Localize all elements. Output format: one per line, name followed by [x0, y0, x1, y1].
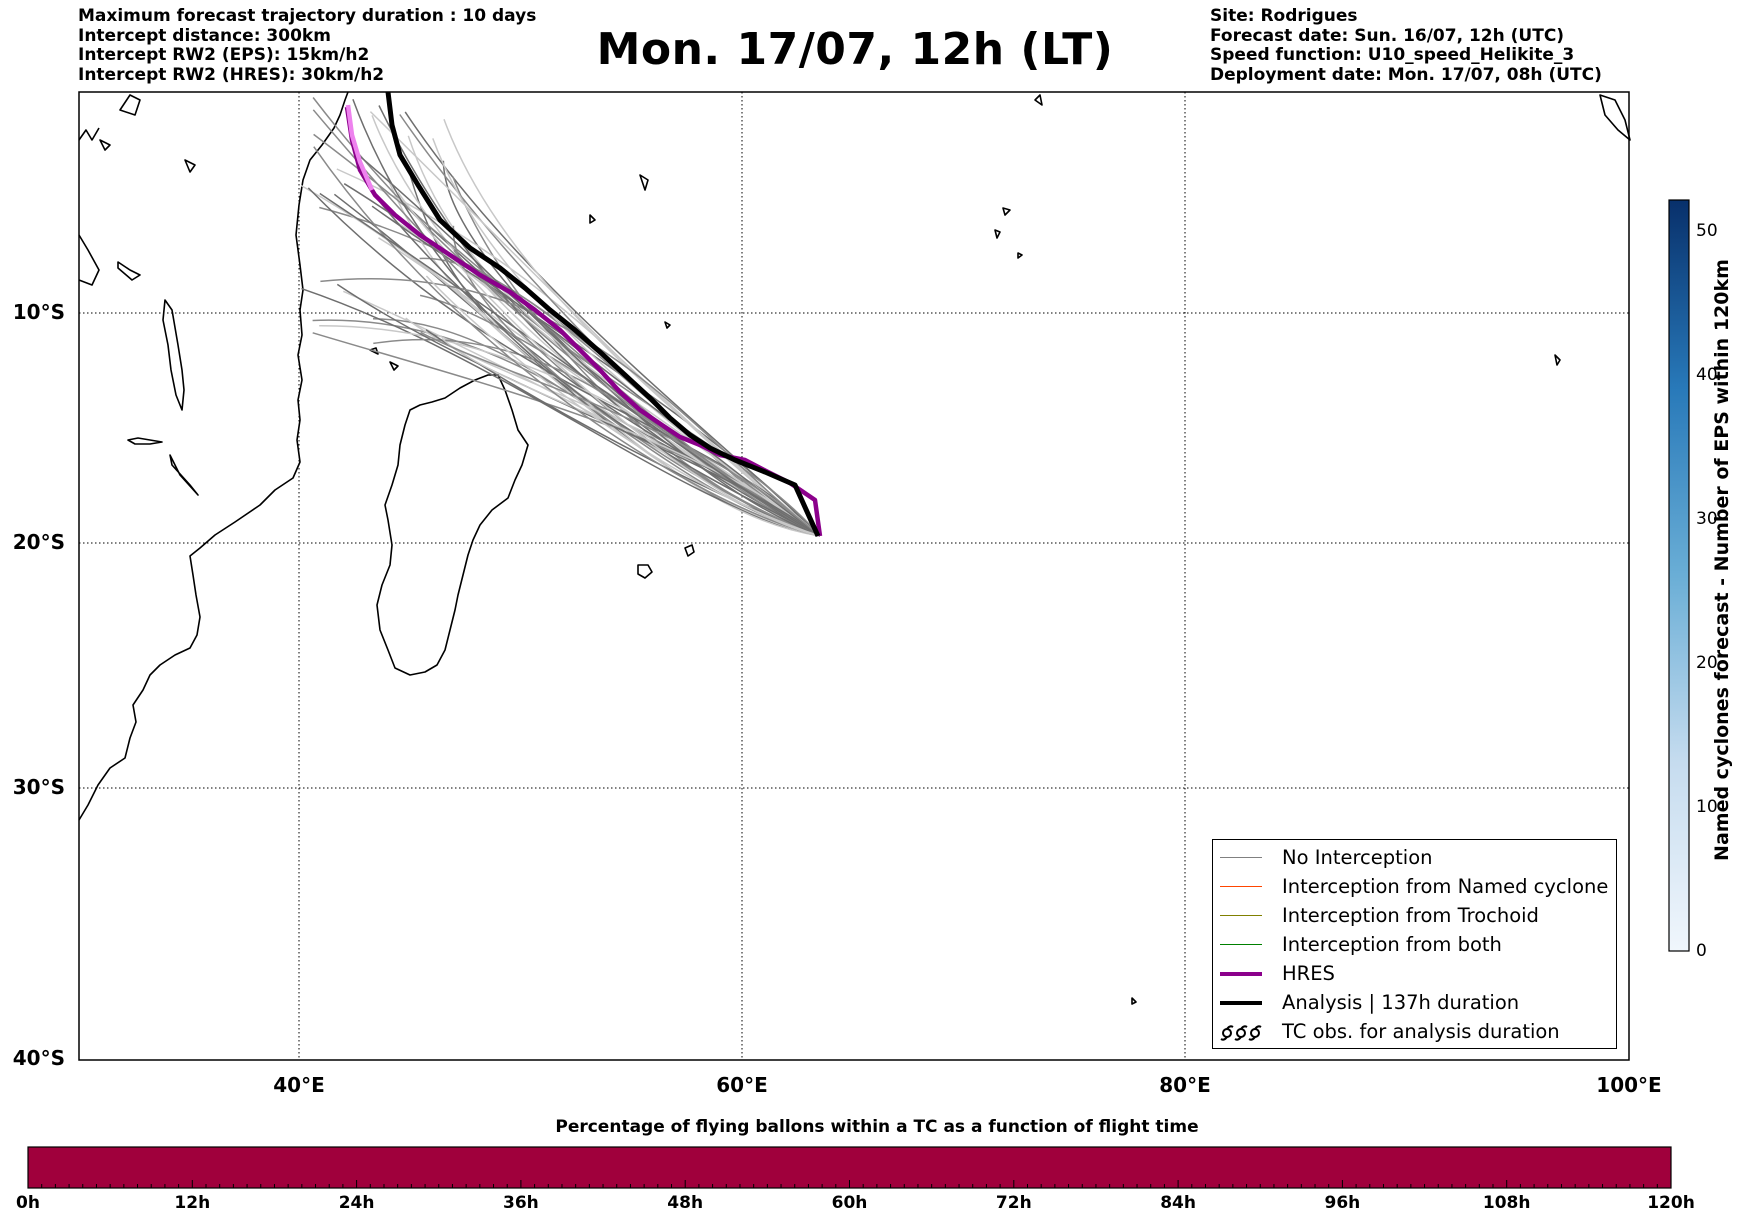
hres-track-early	[345, 104, 375, 191]
legend-label: Interception from Trochoid	[1282, 904, 1539, 927]
ensemble-track	[404, 111, 821, 537]
legend-line-olive	[1220, 915, 1262, 916]
coastlines	[78, 91, 1631, 1005]
map-title: Mon. 17/07, 12h (LT)	[596, 24, 1114, 75]
legend-label: No Interception	[1282, 846, 1433, 869]
colorbar-label: Named cyclones forecast - Number of EPS …	[1711, 259, 1733, 861]
legend-line-gray	[1220, 857, 1262, 858]
ensemble-track	[312, 109, 821, 537]
timebar-tick-label: 120h	[1647, 1193, 1695, 1213]
legend-item-both: Interception from both	[1213, 930, 1616, 959]
legend-item-named-cyclone: Interception from Named cyclone	[1213, 872, 1616, 901]
ensemble-track	[378, 105, 821, 537]
timebar-tick-label: 12h	[174, 1193, 211, 1213]
ensemble-track	[396, 191, 821, 537]
legend-label: HRES	[1282, 962, 1335, 985]
ensemble-track	[320, 278, 821, 537]
forecast-date-text: Forecast date: Sun. 16/07, 12h (UTC)	[1210, 25, 1565, 46]
ensemble-track	[407, 135, 821, 537]
intercept-hres-text: Intercept RW2 (HRES): 30km/h2	[78, 64, 385, 85]
legend-label: TC obs. for analysis duration	[1282, 1020, 1560, 1043]
legend-line-black	[1220, 1000, 1262, 1005]
timebar-tick-label: 36h	[503, 1193, 539, 1213]
ensemble-track	[369, 111, 821, 537]
intercept-distance-text: Intercept distance: 300km	[78, 25, 331, 46]
ensemble-track	[414, 257, 821, 537]
eps-colorbar	[1668, 199, 1690, 952]
africa-coastline	[78, 91, 349, 821]
ensemble-track	[313, 146, 821, 537]
ensemble-track	[312, 332, 821, 537]
colorbar-tick-40: 40	[1696, 365, 1718, 385]
timebar-tick-label: 84h	[1160, 1193, 1196, 1213]
analysis-track	[385, 91, 821, 538]
colorbar-tick-50: 50	[1696, 221, 1718, 241]
lon-label-100e: 100°E	[1596, 1073, 1662, 1097]
legend-item-tc-obs: TC obs. for analysis duration	[1213, 1017, 1616, 1046]
ensemble-track	[352, 98, 821, 537]
ensemble-track	[336, 283, 821, 537]
legend-item-hres: HRES	[1213, 959, 1616, 988]
legend-line-orange	[1220, 886, 1262, 887]
colorbar-tick-30: 30	[1696, 509, 1718, 529]
legend-line-green	[1220, 944, 1262, 945]
site-text: Site: Rodrigues	[1210, 6, 1358, 26]
ensemble-track	[399, 114, 821, 537]
map-frame	[78, 91, 1630, 1061]
legend-label: Interception from both	[1282, 933, 1502, 956]
timebar-title: Percentage of flying ballons within a TC…	[555, 1117, 1199, 1137]
ensemble-track	[319, 324, 821, 537]
timebar-tick-label: 48h	[667, 1193, 704, 1213]
deployment-date-text: Deployment date: Mon. 17/07, 08h (UTC)	[1210, 64, 1602, 85]
colorbar-tick-0: 0	[1696, 941, 1707, 961]
timebar-tick-label: 0h	[16, 1193, 40, 1213]
timebar-tick-label: 96h	[1324, 1193, 1361, 1213]
ensemble-track	[319, 192, 821, 537]
timebar-tick-label: 24h	[338, 1193, 375, 1213]
header-right-info: Site: Rodrigues Forecast date: Sun. 16/0…	[1210, 6, 1602, 85]
lon-label-40e: 40°E	[273, 1073, 325, 1097]
ensemble-track	[441, 337, 821, 537]
timebar-tick-label: 60h	[831, 1193, 868, 1213]
hres-track	[344, 106, 823, 537]
lat-label-30s: 30°S	[12, 775, 65, 799]
legend-item-trochoid: Interception from Trochoid	[1213, 901, 1616, 930]
timebar-tick-label: 108h	[1482, 1193, 1531, 1213]
legend-item-no-interception: No Interception	[1213, 843, 1616, 872]
speed-function-text: Speed function: U10_speed_Helikite_3	[1210, 45, 1575, 65]
lon-label-60e: 60°E	[716, 1073, 768, 1097]
legend-label: Interception from Named cyclone	[1282, 875, 1609, 898]
lon-label-80e: 80°E	[1159, 1073, 1211, 1097]
flight-time-bar	[27, 1146, 1672, 1189]
colorbar-tick-20: 20	[1696, 653, 1718, 673]
cyclone-symbol-icon	[1220, 1024, 1262, 1041]
timebar-tick-label: 72h	[995, 1193, 1032, 1213]
legend-label: Analysis | 137h duration	[1282, 991, 1520, 1014]
legend-line-purple	[1220, 971, 1262, 976]
colorbar-tick-10: 10	[1696, 797, 1718, 817]
lat-label-40s: 40°S	[12, 1046, 65, 1070]
intercept-eps-text: Intercept RW2 (EPS): 15km/h2	[78, 45, 370, 65]
map-legend: No Interception Interception from Named …	[1212, 839, 1617, 1049]
lat-label-10s: 10°S	[12, 300, 65, 324]
max-duration-text: Maximum forecast trajectory duration : 1…	[78, 6, 537, 26]
header-left-info: Maximum forecast trajectory duration : 1…	[78, 6, 537, 85]
ensemble-track	[420, 331, 821, 537]
madagascar-coastline	[376, 374, 529, 676]
lat-label-20s: 20°S	[12, 530, 65, 554]
legend-item-analysis: Analysis | 137h duration	[1213, 988, 1616, 1017]
